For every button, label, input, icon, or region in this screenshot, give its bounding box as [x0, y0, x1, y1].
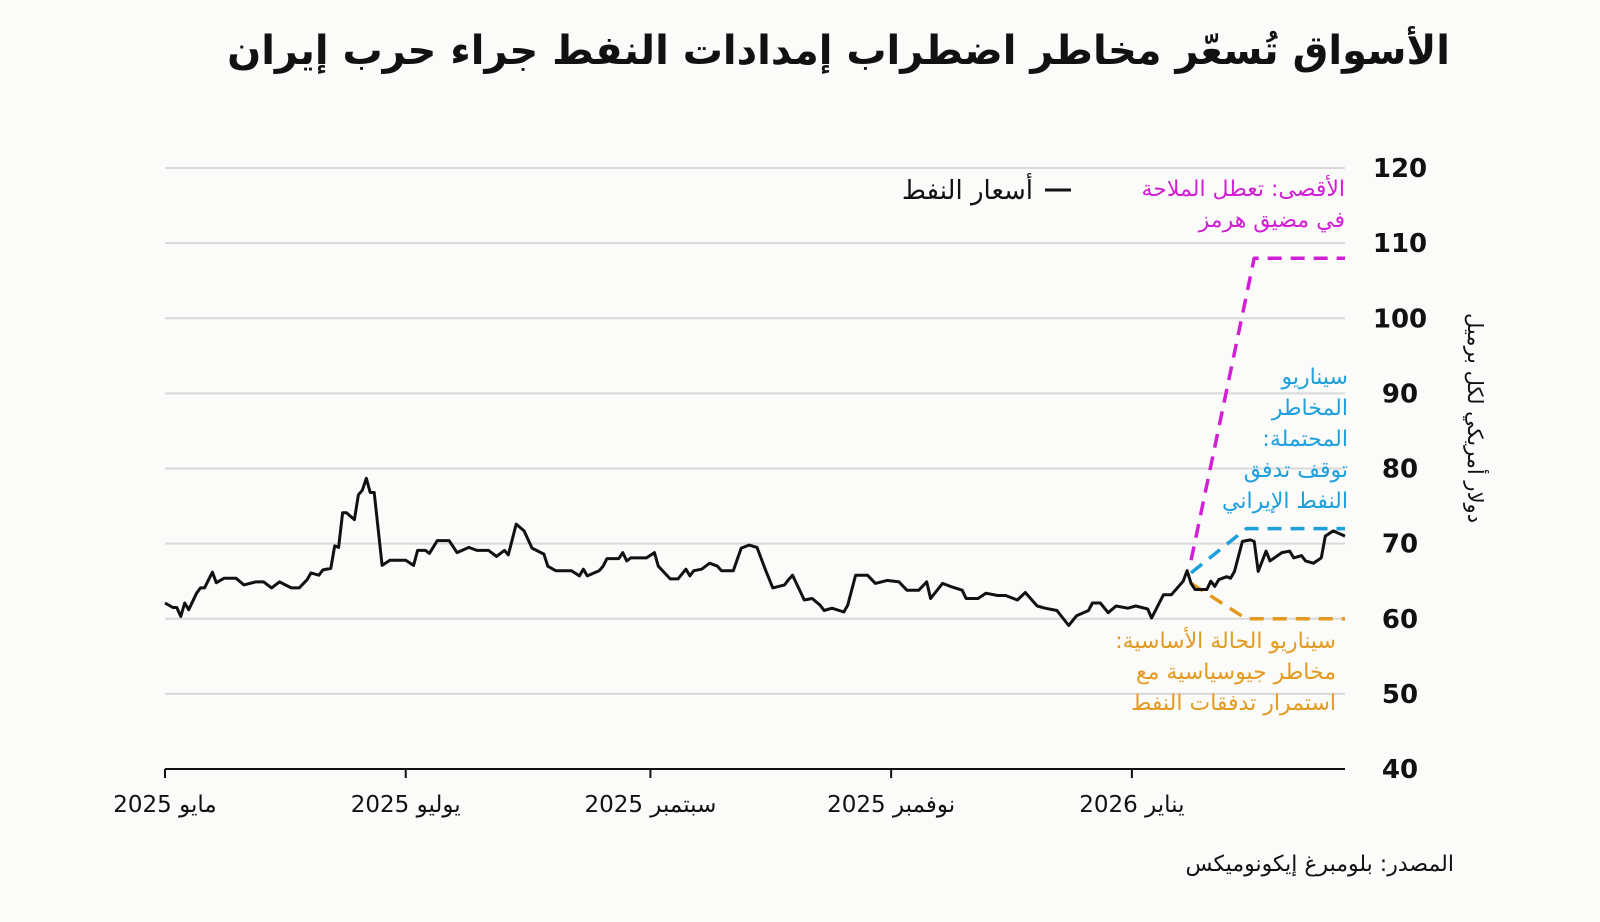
y-tick-label: 70 — [1382, 530, 1418, 560]
source-note: المصدر: بلومبرغ إيكونوميكس — [1185, 852, 1454, 877]
y-tick-label: 80 — [1382, 455, 1418, 485]
y-tick-label: 100 — [1373, 304, 1427, 334]
annotation-line: في مضيق هرمز — [1198, 208, 1345, 233]
x-tick-label: سبتمبر 2025 — [584, 792, 716, 818]
annotation-line: مخاطر جيوسياسية مع — [1135, 660, 1336, 685]
annotation-extreme: الأقصى: تعطل الملاحة في مضيق هرمز — [1142, 174, 1346, 236]
annotation-line: استمرار تدفقات النفط — [1131, 691, 1336, 716]
annotation-line: المحتملة: — [1262, 427, 1348, 452]
y-tick-label: 110 — [1373, 229, 1427, 259]
annotation-risk: سيناريو المخاطر المحتملة: توقف تدفق النف… — [1222, 362, 1348, 517]
y-tick-label: 50 — [1382, 680, 1418, 710]
x-tick-label: مايو 2025 — [113, 792, 216, 818]
annotation-line: سيناريو — [1281, 365, 1348, 390]
x-tick-label: يوليو 2025 — [351, 792, 461, 818]
annotation-line: النفط الإيراني — [1222, 489, 1348, 514]
scenario-line-3 — [1190, 581, 1345, 621]
oil-price-line — [164, 476, 1346, 627]
annotation-line: الأقصى: تعطل الملاحة — [1141, 177, 1346, 202]
y-tick-label: 90 — [1382, 379, 1418, 409]
legend-label: أسعار النفط — [902, 172, 1033, 206]
annotation-base: سيناريو الحالة الأساسية: مخاطر جيوسياسية… — [1115, 626, 1336, 719]
chart-title: الأسواق تُسعّر مخاطر اضطراب إمدادات النف… — [227, 28, 1450, 74]
y-tick-label: 60 — [1382, 605, 1418, 635]
annotation-line: توقف تدفق — [1243, 458, 1348, 483]
y-tick-label: 40 — [1382, 755, 1418, 785]
scenario-line-2 — [1190, 526, 1345, 575]
x-tick-label: يناير 2026 — [1079, 792, 1184, 818]
annotation-line: المخاطر — [1271, 396, 1348, 421]
scenario-line-1 — [1189, 256, 1345, 561]
x-tick-label: نوفمبر 2025 — [827, 792, 955, 818]
y-axis-label: دولار أمريكي لكل برميل — [1463, 313, 1489, 523]
y-tick-label: 120 — [1373, 154, 1427, 184]
annotation-line: سيناريو الحالة الأساسية: — [1115, 629, 1336, 654]
